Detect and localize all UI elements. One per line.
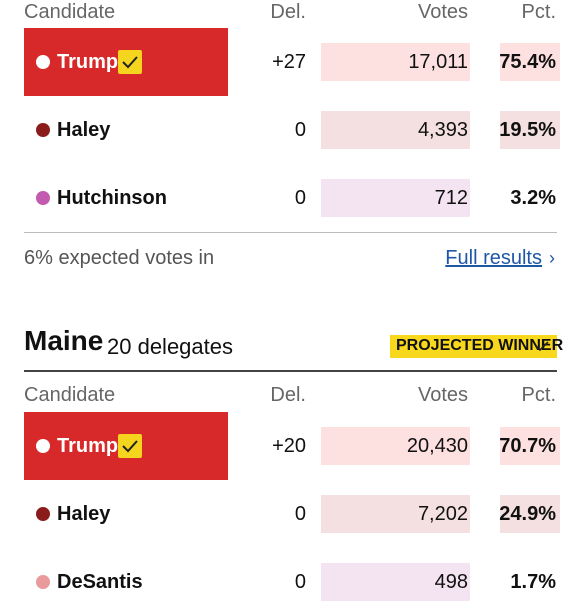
pct-bg (500, 111, 560, 149)
pct-bg (500, 43, 560, 81)
column-header: Candidate (24, 384, 116, 406)
candidate-name: Trump (57, 51, 119, 73)
state-title: Maine (24, 325, 104, 356)
candidate-name: Trump (57, 435, 119, 457)
delegates: 0 (294, 571, 306, 593)
votes-bar (321, 495, 470, 533)
delegates: 0 (294, 187, 306, 209)
divider (24, 370, 557, 372)
percent: 70.7% (499, 435, 556, 457)
votes: 7,202 (417, 503, 468, 525)
candidate-dot (36, 123, 50, 137)
column-header: Votes (417, 384, 468, 406)
chevron: › (549, 248, 555, 268)
pct-bg (500, 495, 560, 533)
percent: 75.4% (499, 51, 556, 73)
badge-bg (390, 335, 557, 358)
candidate-name: Hutchinson (57, 187, 167, 209)
candidate-dot (36, 191, 50, 205)
badge-check (534, 338, 550, 359)
votes-bar (321, 179, 470, 217)
candidate-name: Haley (57, 119, 111, 141)
delegates: 0 (294, 119, 306, 141)
candidate-dot (36, 55, 50, 69)
delegates: +27 (272, 51, 306, 73)
percent: 24.9% (499, 503, 556, 525)
column-header: Votes (417, 1, 468, 23)
check (122, 56, 138, 69)
page: Candidate Del. Votes Pct. Trump +27 17,011 75.4… (24, 1, 564, 601)
delegates: +20 (272, 435, 306, 457)
check (122, 440, 138, 453)
votes-bar (321, 427, 470, 465)
votes: 20,430 (406, 435, 468, 457)
votes: 498 (434, 571, 468, 593)
candidate-name: DeSantis (57, 571, 143, 593)
votes: 4,393 (417, 119, 468, 141)
candidate-dot (36, 507, 50, 521)
pct-bg (500, 427, 560, 465)
state-delegates: 20 delegates (107, 334, 233, 359)
column-header: Candidate (24, 1, 116, 23)
votes: 712 (434, 187, 468, 209)
column-header: Del. (270, 384, 306, 406)
votes: 17,011 (408, 51, 468, 73)
check-icon (118, 50, 142, 74)
candidate-dot (36, 439, 50, 453)
full-results-link[interactable]: Full results (445, 247, 542, 269)
divider (24, 232, 557, 233)
check (535, 341, 549, 352)
column-header: Pct. (521, 384, 556, 406)
percent: 3.2% (510, 187, 556, 209)
check-icon (118, 434, 142, 458)
badge-text: PROJECTED WINNER (396, 337, 564, 354)
votes-bar (321, 111, 470, 149)
percent: 1.7% (510, 571, 556, 593)
column-header: Del. (270, 1, 306, 23)
footer-note: 6% expected votes in (24, 247, 215, 269)
delegates: 0 (294, 503, 306, 525)
votes-bar (321, 43, 470, 81)
percent: 19.5% (499, 119, 556, 141)
candidate-name: Haley (57, 503, 111, 525)
candidate-dot (36, 575, 50, 589)
column-header: Pct. (521, 1, 556, 23)
